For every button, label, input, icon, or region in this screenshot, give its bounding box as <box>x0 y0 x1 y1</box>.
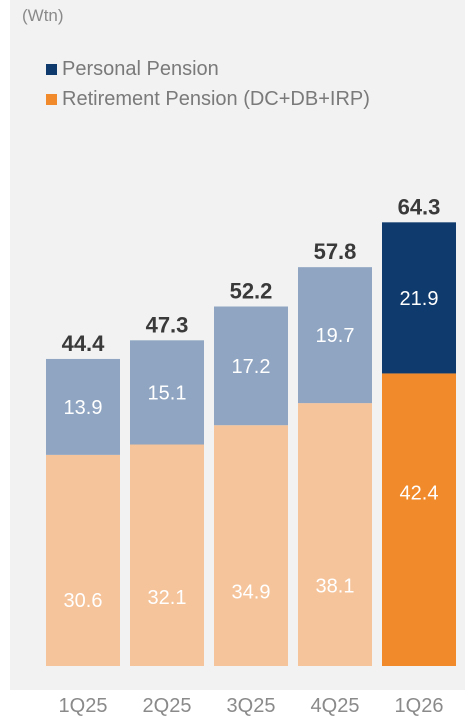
legend-swatch-personal <box>46 63 57 75</box>
bar-retirement-2q25 <box>130 444 204 666</box>
bar-personal-3q25 <box>214 306 288 426</box>
label-total-1q25: 44.4 <box>62 331 106 356</box>
label-personal-2q25: 15.1 <box>148 382 187 404</box>
bar-retirement-1q25 <box>46 454 120 666</box>
label-retirement-2q25: 32.1 <box>148 587 187 609</box>
category-label-1q25: 1Q25 <box>59 695 108 717</box>
legend-label-personal: Personal Pension <box>62 57 219 80</box>
legend: Personal Pension Retirement Pension (DC+… <box>46 54 370 114</box>
legend-swatch-retirement <box>46 93 57 105</box>
label-retirement-1q25: 30.6 <box>64 590 103 612</box>
bar-personal-2q25 <box>130 340 204 445</box>
label-personal-1q25: 13.9 <box>64 397 103 419</box>
label-total-4q25: 57.8 <box>314 239 357 264</box>
label-personal-4q25: 19.7 <box>316 325 355 347</box>
legend-label-retirement: Retirement Pension (DC+DB+IRP) <box>62 87 370 110</box>
category-label-2q25: 2Q25 <box>143 695 192 717</box>
label-personal-3q25: 17.2 <box>232 356 271 378</box>
label-retirement-3q25: 34.9 <box>232 582 271 604</box>
bar-retirement-3q25 <box>214 425 288 666</box>
category-label-4q25: 4Q25 <box>311 695 360 717</box>
unit-label: (Wtn) <box>22 6 64 25</box>
category-label-1q26: 1Q26 <box>395 695 444 717</box>
legend-item-personal: Personal Pension <box>46 54 370 84</box>
label-retirement-1q26: 42.4 <box>400 482 439 504</box>
bar-retirement-1q26 <box>382 373 456 666</box>
legend-item-retirement: Retirement Pension (DC+DB+IRP) <box>46 84 370 114</box>
bar-personal-4q25 <box>298 267 372 404</box>
label-total-2q25: 47.3 <box>146 312 189 337</box>
label-retirement-4q25: 38.1 <box>316 575 355 597</box>
label-total-1q26: 64.3 <box>398 194 441 219</box>
label-personal-1q26: 21.9 <box>400 288 439 310</box>
bar-personal-1q26 <box>382 222 456 374</box>
bar-retirement-4q25 <box>298 403 372 666</box>
bar-personal-1q25 <box>46 358 120 455</box>
category-label-3q25: 3Q25 <box>227 695 276 717</box>
label-total-3q25: 52.2 <box>230 279 273 304</box>
